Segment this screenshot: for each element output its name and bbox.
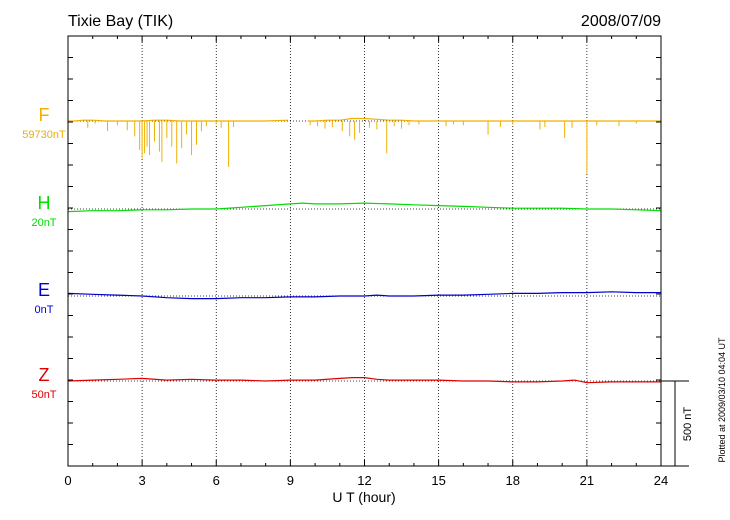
- series-line-e: [67, 291, 661, 300]
- grid-lines: [68, 36, 661, 466]
- x-tick-label: 6: [213, 473, 220, 488]
- x-axis-label: U T (hour): [332, 489, 395, 505]
- plotted-at-label: Plotted at 2009/03/10 04:04 UT: [717, 337, 727, 463]
- series-baseline-z: 50nT: [31, 389, 56, 401]
- scale-bar: 500 nT: [661, 380, 694, 467]
- station-title: Tixie Bay (TIK): [68, 13, 173, 30]
- x-tick-label: 3: [139, 473, 146, 488]
- series-baseline-f: 59730nT: [22, 129, 66, 141]
- chart-date: 2008/07/09: [581, 13, 661, 30]
- series-layer: [67, 117, 662, 384]
- x-tick-label: 9: [287, 473, 294, 488]
- x-tick-label: 12: [357, 473, 371, 488]
- series-name-z: Z: [39, 365, 50, 385]
- series-line-f: [68, 119, 288, 122]
- x-tick-label: 0: [64, 473, 71, 488]
- series-labels: F 59730nT H 20nT E 0nT Z 50nT: [22, 105, 66, 401]
- series-name-h: H: [38, 193, 51, 213]
- x-tick-label: 15: [431, 473, 445, 488]
- series-line-h: [67, 202, 662, 213]
- series-baseline-e: 0nT: [35, 304, 54, 316]
- series-baseline-h: 20nT: [31, 217, 56, 229]
- x-tick-labels: 0 3 6 9 12 15 18 21 24: [64, 473, 668, 488]
- series-name-e: E: [38, 280, 50, 300]
- plot-frame: [67, 35, 662, 467]
- scale-bar-label: 500 nT: [682, 407, 694, 442]
- frame-ticks: [67, 36, 662, 466]
- series-name-f: F: [39, 105, 50, 125]
- series-line-f: [307, 117, 661, 122]
- series-line-z: [67, 377, 661, 384]
- x-tick-label: 24: [654, 473, 668, 488]
- x-tick-label: 18: [506, 473, 520, 488]
- x-tick-label: 21: [580, 473, 594, 488]
